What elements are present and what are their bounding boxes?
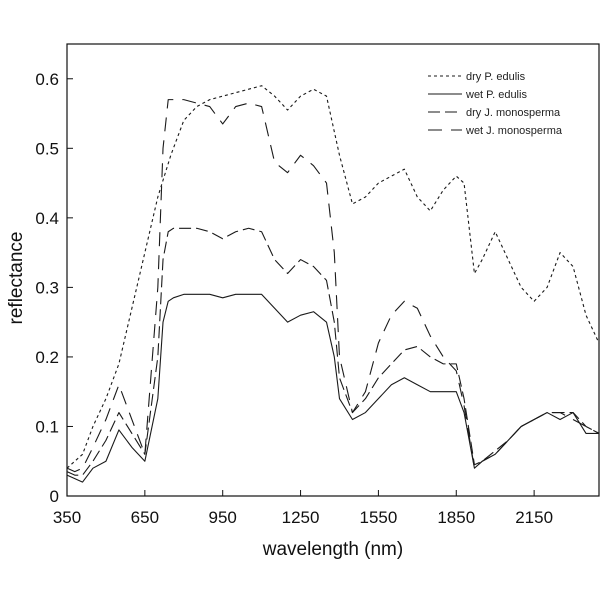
y-tick-label: 0.5 (35, 139, 59, 158)
x-tick-label: 1250 (282, 508, 320, 527)
series-line-3 (66, 99, 600, 473)
x-axis-label: wavelength (nm) (262, 539, 403, 560)
legend-label: dry J. monosperma (466, 107, 561, 119)
series-line-2 (66, 227, 600, 476)
legend-label: wet P. edulis (465, 89, 527, 101)
y-tick-label: 0.4 (35, 209, 59, 228)
series-line-1 (66, 293, 599, 483)
x-tick-label: 350 (53, 508, 81, 527)
series-layer (66, 85, 600, 483)
x-axis-ticks: 350 650 950 1250 1550 1850 2150 (53, 490, 553, 527)
y-tick-label: 0.6 (35, 70, 59, 89)
y-tick-label: 0 (50, 487, 59, 506)
legend: dry P. edulis wet P. edulis dry J. monospe… (428, 71, 563, 137)
y-tick-label: 0.1 (35, 417, 59, 436)
legend-label: dry P. edulis (466, 71, 526, 83)
x-tick-label: 1850 (437, 508, 475, 527)
y-tick-label: 0.3 (35, 278, 59, 297)
x-tick-label: 650 (131, 508, 159, 527)
x-tick-label: 1550 (360, 508, 398, 527)
legend-label: wet J. monosperma (465, 125, 563, 137)
y-axis-ticks: 0 0.1 0.2 0.3 0.4 0.5 0.6 (35, 70, 73, 506)
y-axis-label: reflectance (6, 232, 27, 325)
series-line-0 (66, 85, 600, 469)
plot-frame (66, 43, 600, 497)
x-tick-label: 2150 (515, 508, 553, 527)
x-tick-label: 950 (209, 508, 237, 527)
y-tick-label: 0.2 (35, 348, 59, 367)
